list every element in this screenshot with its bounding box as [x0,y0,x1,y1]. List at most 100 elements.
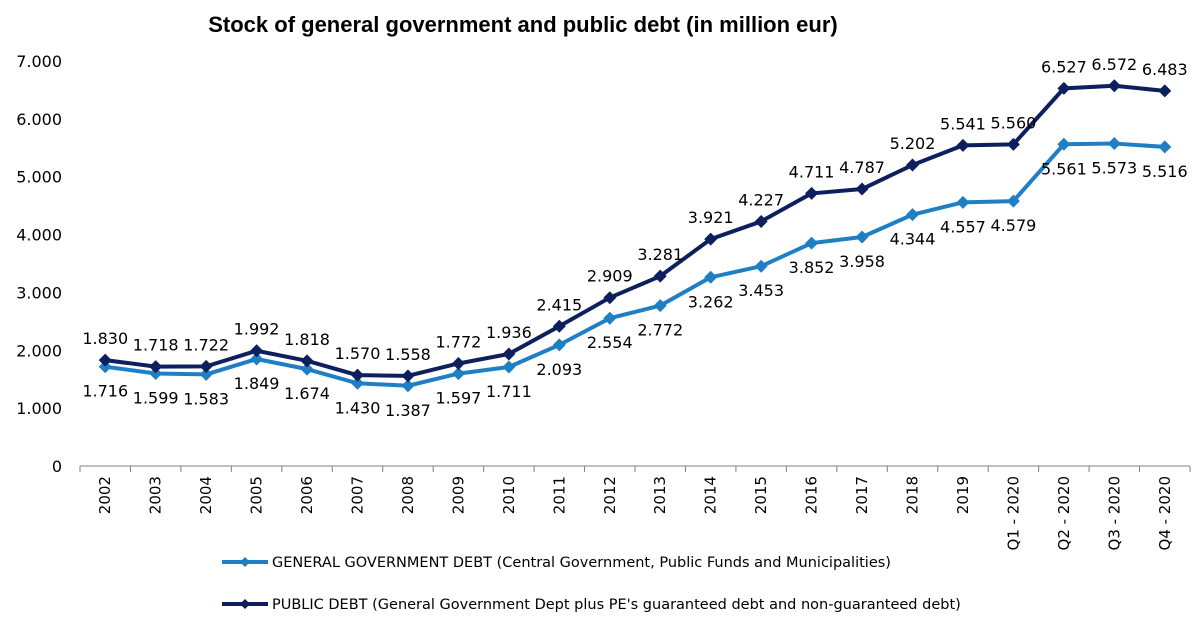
data-label: 5.541 [940,114,986,133]
y-tick-label: 7.000 [16,52,62,71]
data-point-marker [653,269,667,283]
series-layer [98,79,1172,393]
data-point-marker [351,376,364,390]
data-label: 3.852 [789,258,835,277]
data-label: 1.936 [486,323,532,342]
data-label: 1.583 [183,389,229,408]
data-point-marker [603,311,617,325]
x-tick-label: 2005 [248,476,266,514]
x-tick-label: Q3 - 2020 [1105,476,1123,550]
data-point-marker [1107,137,1121,151]
data-point-marker [1057,81,1071,95]
data-label: 1.722 [183,335,229,354]
data-point-marker [956,195,970,209]
x-tick-label: 2007 [349,476,367,514]
x-tick-label: 2019 [954,476,972,514]
legend-swatch-marker [240,557,250,567]
y-tick-label: 3.000 [16,283,62,302]
x-tick-label: 2006 [298,476,316,514]
x-tick-label: Q4 - 2020 [1156,476,1174,550]
data-point-marker [149,366,163,380]
data-label: 4.227 [738,190,784,209]
data-point-marker [98,353,112,367]
data-label: 4.711 [789,162,835,181]
data-point-marker [552,319,566,333]
data-label: 2.093 [536,360,582,379]
data-point-marker [199,359,213,373]
data-point-marker [855,182,869,196]
y-tick-label: 6.000 [16,110,62,129]
data-point-marker [956,138,970,152]
data-label: 6.527 [1041,57,1087,76]
data-point-marker [1107,79,1121,93]
data-label: 4.787 [839,158,885,177]
x-tick-label: 2012 [601,476,619,514]
x-tick-label: 2011 [550,476,568,514]
data-point-marker [199,367,213,381]
data-point-marker [552,338,566,352]
data-point-marker [1006,194,1020,208]
data-point-marker [906,158,919,172]
data-label: 1.772 [436,332,482,351]
y-tick-label: 1.000 [16,399,62,418]
data-label: 3.958 [839,252,885,271]
data-label: 1.818 [284,330,330,349]
data-point-marker [300,354,314,368]
data-label: 5.561 [1041,159,1087,178]
data-point-marker [704,270,718,284]
data-label: 1.570 [335,344,381,363]
data-point-marker [351,368,364,382]
data-label: 1.830 [82,329,128,348]
data-point-marker [805,236,819,250]
data-point-marker [1158,140,1172,154]
data-label: 4.557 [940,217,986,236]
data-label: 2.415 [536,295,582,314]
data-point-marker [451,367,465,381]
x-tick-label: 2016 [803,476,821,514]
data-point-marker [250,352,264,366]
y-tick-label: 5.000 [16,168,62,187]
x-tick-label: 2002 [96,476,114,514]
data-label: 4.344 [890,230,936,249]
data-point-marker [855,230,869,244]
x-tick-label: 2015 [752,476,770,514]
data-point-marker [1057,137,1071,151]
data-label: 6.572 [1091,55,1137,74]
x-tick-label: 2008 [399,476,417,514]
data-label: 1.387 [385,401,431,420]
data-label: 5.516 [1142,162,1188,181]
data-label: 3.281 [637,245,683,264]
data-label: 5.560 [991,113,1037,132]
data-label: 5.573 [1091,159,1137,178]
data-point-marker [98,360,112,374]
chart-title: Stock of general government and public d… [208,12,838,37]
data-point-marker [300,362,314,376]
data-point-marker [401,369,415,383]
data-point-marker [1158,84,1172,98]
x-tick-label: Q1 - 2020 [1004,476,1022,550]
x-tick-label: 2010 [500,476,518,514]
legend-label: GENERAL GOVERNMENT DEBT (Central Governm… [272,555,891,571]
x-tick-label: Q2 - 2020 [1055,476,1073,550]
data-label: 2.909 [587,267,633,286]
data-label: 3.921 [688,208,734,227]
data-label: 1.597 [436,389,482,408]
legend-swatch-marker [240,599,250,609]
data-label: 1.711 [486,382,532,401]
data-label: 6.483 [1142,60,1188,79]
x-tick-label: 2018 [904,476,922,514]
legend: GENERAL GOVERNMENT DEBT (Central Governm… [222,555,961,613]
data-label: 1.718 [133,336,179,355]
data-label: 1.716 [82,382,128,401]
data-point-marker [653,299,667,313]
data-label: 1.599 [133,388,179,407]
data-point-marker [502,347,516,361]
data-point-marker [754,214,768,228]
data-label: 1.992 [234,320,280,339]
x-tick-label: 2017 [853,476,871,514]
data-point-marker [401,379,415,393]
y-tick-label: 2.000 [16,341,62,360]
data-label: 1.674 [284,384,330,403]
